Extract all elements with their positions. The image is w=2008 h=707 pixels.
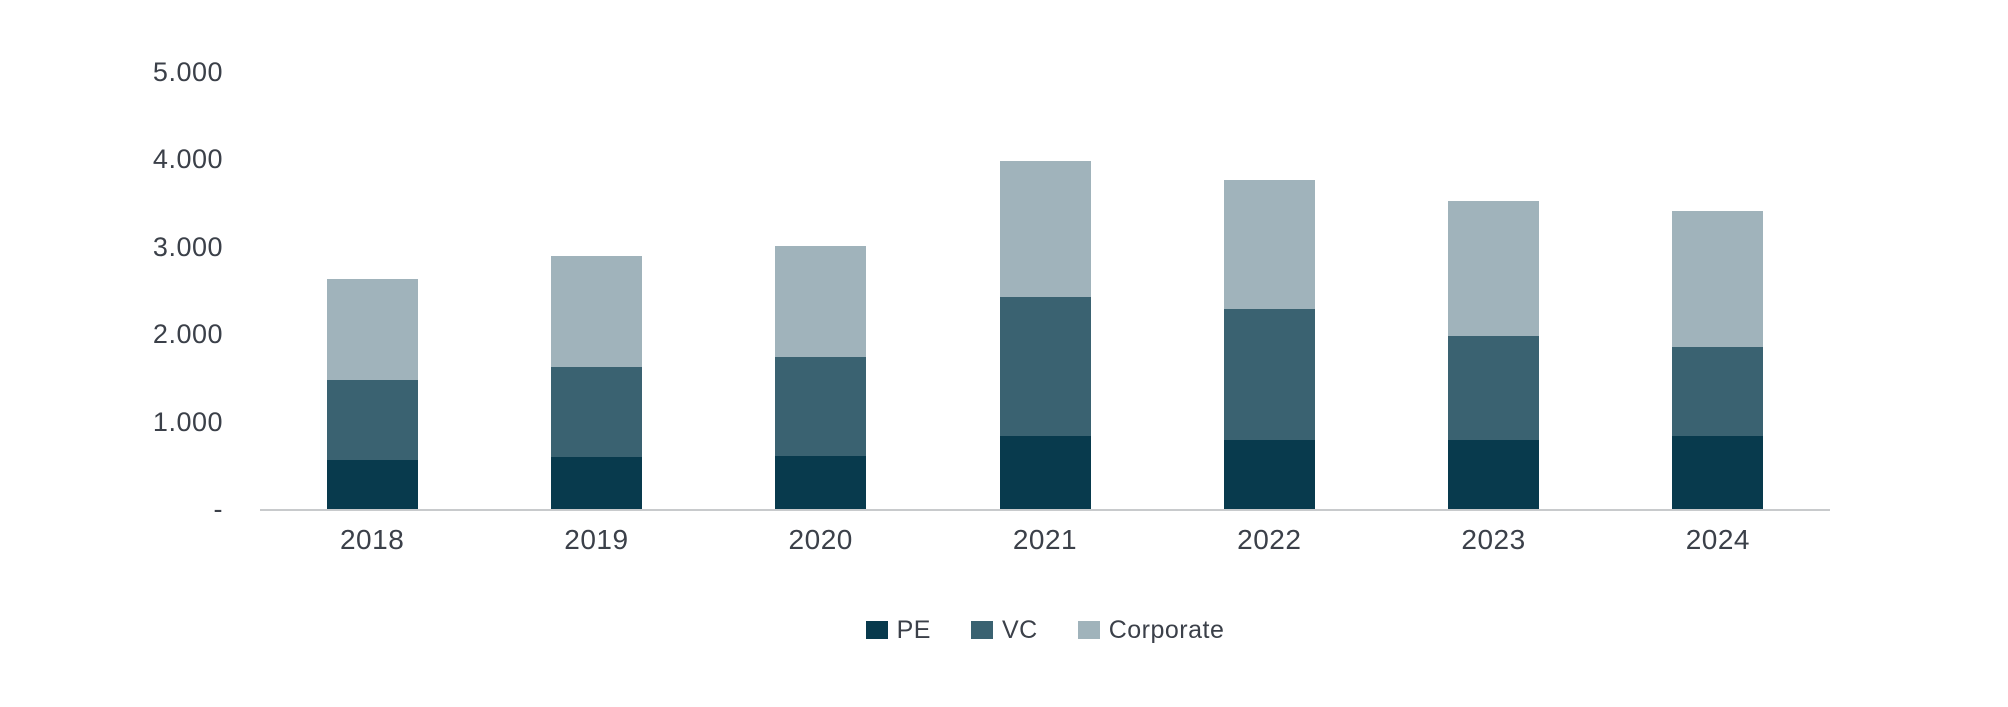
legend-item-corporate: Corporate: [1077, 615, 1225, 645]
bar-2021-vc-segment: [999, 297, 1091, 437]
y-tick-label-2000: 2.000: [152, 319, 223, 350]
bar-2021-pe-segment: [999, 436, 1091, 509]
x-axis-line: [260, 509, 1830, 511]
x-tick-label-2024: 2024: [1685, 524, 1750, 555]
y-tick-label-0: -: [213, 494, 223, 524]
bar-2019-corporate-segment: [550, 256, 642, 367]
bar-2024-pe-segment: [1672, 435, 1764, 509]
bar-2020-pe-segment: [775, 455, 867, 509]
y-tick-label-1000: 1.000: [152, 406, 223, 437]
bar-2020-corporate-segment: [775, 245, 867, 357]
bar-2022-pe-segment: [1223, 439, 1315, 509]
bar-2023-corporate-segment: [1448, 201, 1540, 337]
legend-swatch-corporate-icon: [1077, 621, 1100, 639]
legend-swatch-pe-icon: [865, 621, 888, 639]
legend-label-pe: PE: [896, 616, 931, 644]
x-tick-label-2019: 2019: [564, 524, 629, 555]
legend-swatch-vc-icon: [970, 621, 993, 639]
bar-2024-vc-segment: [1672, 347, 1764, 436]
bar-2022-corporate-segment: [1223, 180, 1315, 309]
y-tick-label-4000: 4.000: [152, 144, 223, 175]
legend: PE VC Corporate: [260, 615, 1830, 645]
legend-item-vc: VC: [970, 615, 1038, 645]
bar-2021-corporate-segment: [999, 161, 1091, 298]
bar-2020-vc-segment: [775, 356, 867, 456]
legend-label-vc: VC: [1001, 616, 1038, 644]
bar-2018-vc-segment: [326, 379, 418, 461]
bar-2018-pe-segment: [326, 460, 418, 509]
bar-2024-corporate-segment: [1672, 210, 1764, 348]
bar-2019-vc-segment: [550, 366, 642, 457]
x-tick-label-2020: 2020: [788, 524, 853, 555]
legend-label-corporate: Corporate: [1108, 616, 1225, 644]
x-tick-label-2021: 2021: [1012, 524, 1078, 555]
bar-2018-corporate-segment: [326, 279, 418, 380]
bar-2023-vc-segment: [1448, 336, 1540, 440]
bar-2023-pe-segment: [1448, 439, 1540, 509]
y-tick-label-5000: 5.000: [152, 57, 223, 87]
bar-2022-vc-segment: [1223, 308, 1315, 440]
x-tick-label-2018: 2018: [339, 524, 405, 555]
y-tick-label-3000: 3.000: [152, 231, 223, 262]
bar-2019-pe-segment: [550, 456, 642, 509]
x-tick-label-2022: 2022: [1237, 524, 1302, 555]
x-tick-label-2023: 2023: [1461, 524, 1526, 555]
legend-item-pe: PE: [865, 615, 931, 645]
